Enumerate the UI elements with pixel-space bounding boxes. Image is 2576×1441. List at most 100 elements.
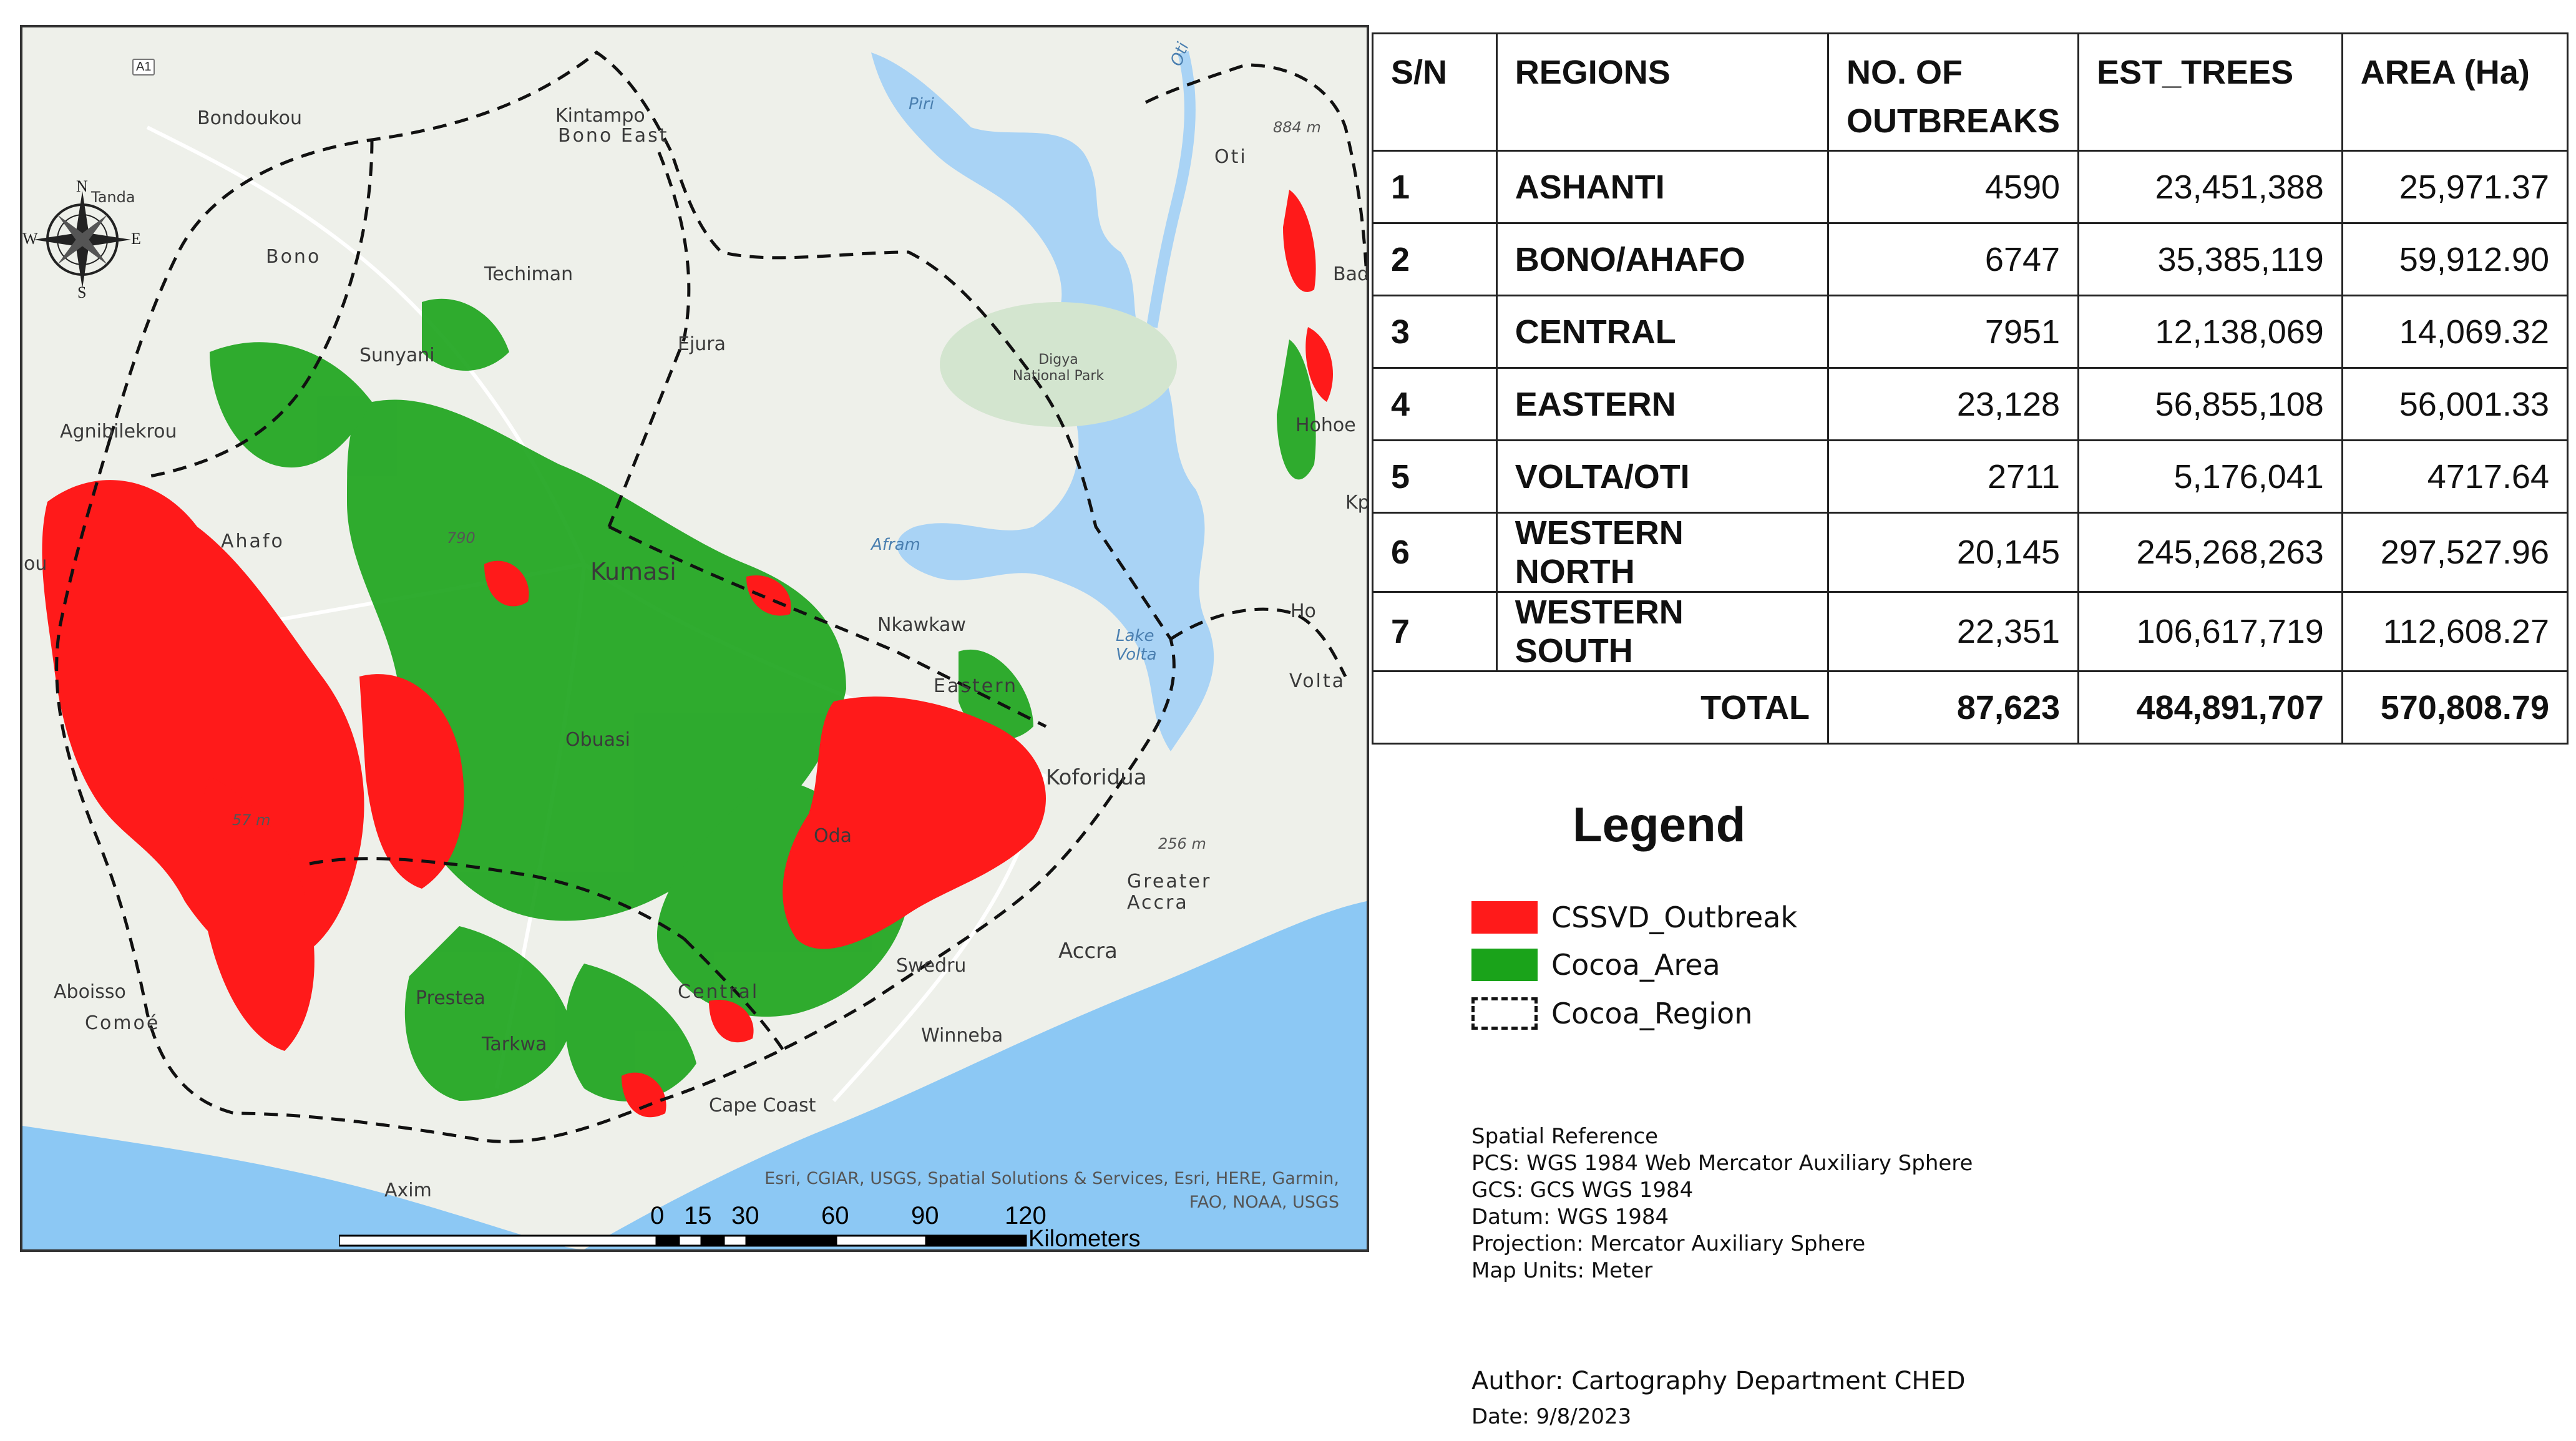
legend-label: CSSVD_Outbreak xyxy=(1551,901,1798,934)
oti-river xyxy=(1146,51,1196,328)
cell-total-outbreaks: 87,623 xyxy=(1827,670,2080,745)
scalebar-unit: Kilometers xyxy=(1028,1226,1141,1252)
legend-swatch-region xyxy=(1471,997,1538,1030)
outbreak-area xyxy=(484,560,529,607)
outbreak-stats-table: S/N REGIONS NO. OF OUTBREAKS EST_TREES A… xyxy=(1371,32,2569,745)
place-label: Bad xyxy=(1333,263,1369,285)
place-label: Ahafo xyxy=(221,530,285,552)
place-label: Accra xyxy=(1058,939,1118,964)
elevation-label: 57 m xyxy=(232,811,271,829)
place-label: Central xyxy=(678,981,759,1003)
place-label: Eastern xyxy=(934,675,1018,697)
lake-volta xyxy=(871,52,1214,751)
cell-area: 25,971.37 xyxy=(2341,150,2569,224)
cell-outbreaks: 6747 xyxy=(1827,222,2080,296)
compass-west: W xyxy=(22,230,38,248)
spatial-ref-gcs: GCS: GCS WGS 1984 xyxy=(1471,1178,1694,1203)
elevation-label: 256 m xyxy=(1158,835,1206,852)
place-label: Ejura xyxy=(678,333,726,355)
cocoa-area xyxy=(347,399,846,921)
place-label: Ho xyxy=(1290,600,1316,622)
place-label: ou xyxy=(24,553,47,575)
cell-trees: 106,617,719 xyxy=(2077,591,2343,672)
region-boundary xyxy=(607,152,691,527)
region-boundary xyxy=(55,50,1176,1143)
table-row: 7 WESTERN SOUTH 22,351 106,617,719 112,6… xyxy=(1372,591,2569,672)
map-frame[interactable]: A1 Bondoukou Kintampo Bono East Tanda Bo… xyxy=(20,25,1369,1252)
cell-trees: 56,855,108 xyxy=(2077,367,2343,441)
cell-area: 59,912.90 xyxy=(2341,222,2569,296)
spatial-ref-datum: Datum: WGS 1984 xyxy=(1471,1204,1669,1229)
cell-outbreaks: 7951 xyxy=(1827,295,2080,369)
region-boundary xyxy=(147,139,374,479)
outbreak-area xyxy=(198,776,315,1051)
col-header-est-trees: EST_TREES xyxy=(2077,32,2343,152)
elevation-label: 884 m xyxy=(1273,119,1321,136)
cocoa-area xyxy=(959,649,1033,740)
col-header-area: AREA (Ha) xyxy=(2341,32,2569,152)
outbreak-area xyxy=(1283,190,1316,292)
spatial-ref-title: Spatial Reference xyxy=(1471,1124,1659,1149)
cell-region: BONO/AHAFO xyxy=(1495,222,1830,296)
cell-total-area: 570,808.79 xyxy=(2341,670,2569,745)
cell-region: WESTERN NORTH xyxy=(1495,512,1830,593)
water-label: Afram xyxy=(871,535,920,554)
legend-label: Cocoa_Area xyxy=(1551,948,1720,982)
cell-trees: 5,176,041 xyxy=(2077,439,2343,514)
cell-outbreaks: 20,145 xyxy=(1827,512,2080,593)
place-label: Techiman xyxy=(484,263,573,285)
cell-sn: 6 xyxy=(1372,512,1498,593)
compass-south: S xyxy=(77,283,87,301)
place-label: Aboisso xyxy=(54,981,126,1003)
road-shield: A1 xyxy=(132,59,155,76)
outbreak-area xyxy=(42,480,364,966)
cell-outbreaks: 2711 xyxy=(1827,439,2080,514)
place-label: Tarkwa xyxy=(482,1033,547,1055)
table-row: 6 WESTERN NORTH 20,145 245,268,263 297,5… xyxy=(1372,512,2569,593)
spatial-ref-units: Map Units: Meter xyxy=(1471,1258,1653,1283)
map-canvas[interactable] xyxy=(22,27,1367,1249)
outbreak-area xyxy=(746,575,791,616)
legend-item-region: Cocoa_Region xyxy=(1471,995,1752,1032)
cocoa-area xyxy=(422,298,509,371)
cell-area: 56,001.33 xyxy=(2341,367,2569,441)
cell-sn: 5 xyxy=(1372,439,1498,514)
cell-sn: 7 xyxy=(1372,591,1498,672)
place-label: Koforidua xyxy=(1046,765,1147,790)
cell-sn: 1 xyxy=(1372,150,1498,224)
table-row: 4 EASTERN 23,128 56,855,108 56,001.33 xyxy=(1372,367,2569,441)
place-label: Agnibilekrou xyxy=(60,421,177,442)
scalebar-tick: 30 xyxy=(731,1202,759,1229)
place-label: Kp xyxy=(1345,492,1369,514)
legend-swatch-outbreak xyxy=(1471,901,1538,934)
table-row: 2 BONO/AHAFO 6747 35,385,119 59,912.90 xyxy=(1372,222,2569,296)
author-credit: Author: Cartography Department CHED xyxy=(1471,1367,1966,1395)
place-label: Sunyani xyxy=(359,344,435,366)
place-label: Prestea xyxy=(416,987,485,1009)
outbreak-area xyxy=(359,674,464,889)
cocoa-region-boundaries xyxy=(55,50,1367,1143)
table-header-row: S/N REGIONS NO. OF OUTBREAKS EST_TREES A… xyxy=(1372,32,2569,152)
cell-area: 4717.64 xyxy=(2341,439,2569,514)
compass-north: N xyxy=(76,177,88,195)
place-label: Kumasi xyxy=(590,558,676,585)
cell-area: 297,527.96 xyxy=(2341,512,2569,593)
water-label: Piri xyxy=(909,95,934,114)
water-label: Lake Volta xyxy=(1116,627,1157,664)
outbreak-area xyxy=(709,1000,754,1043)
legend-label: Cocoa_Region xyxy=(1551,997,1753,1030)
outbreak-layer xyxy=(42,190,1333,1118)
table-row: 5 VOLTA/OTI 2711 5,176,041 4717.64 xyxy=(1372,439,2569,514)
place-label: Greater Accra xyxy=(1127,871,1212,914)
compass-rose xyxy=(34,191,131,288)
cell-trees: 12,138,069 xyxy=(2077,295,2343,369)
legend-item-outbreak: CSSVD_Outbreak xyxy=(1471,899,1797,936)
spatial-reference-block: Spatial Reference PCS: WGS 1984 Web Merc… xyxy=(1471,1123,1973,1284)
place-label: Hohoe xyxy=(1295,414,1356,436)
legend-swatch-cocoa xyxy=(1471,949,1538,981)
table-row: 1 ASHANTI 4590 23,451,388 25,971.37 xyxy=(1372,150,2569,224)
region-boundary xyxy=(309,857,685,940)
col-header-regions: REGIONS xyxy=(1495,32,1830,152)
place-label: Oda xyxy=(814,825,852,847)
outbreak-area xyxy=(622,1072,666,1118)
